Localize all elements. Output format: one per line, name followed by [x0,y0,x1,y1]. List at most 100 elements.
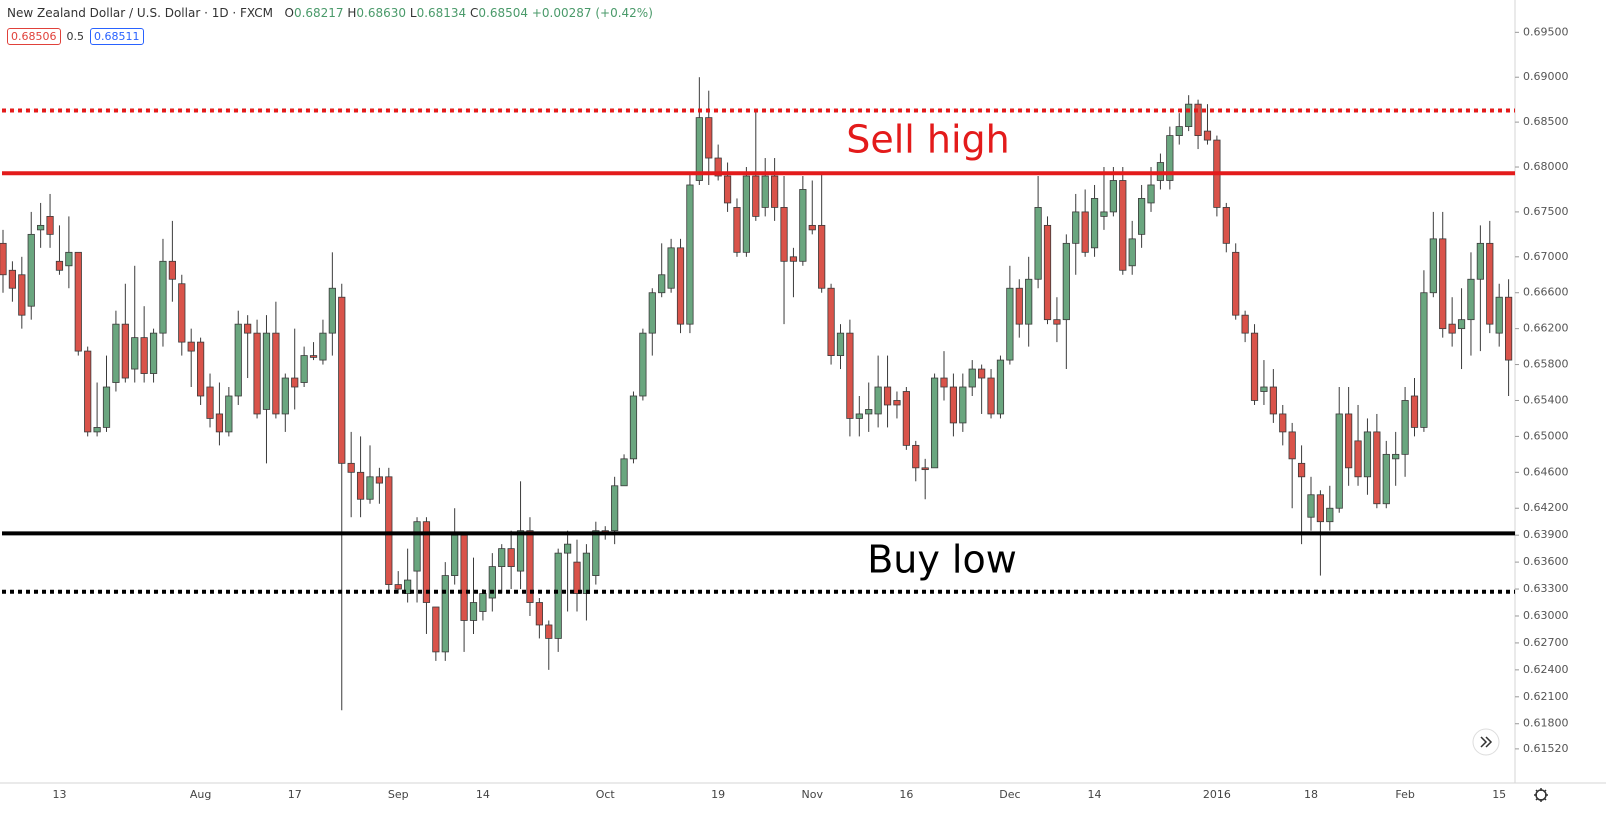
candle-body [1476,242,1484,280]
y-tick-label: 0.66200 [1523,322,1569,335]
candle-body [714,157,722,177]
gear-teeth[interactable] [1534,788,1548,802]
candle-body [620,458,628,487]
candle-body [460,534,468,621]
candle-body [1241,314,1249,334]
candle-body [987,377,995,415]
x-tick-label: 13 [52,788,66,801]
candle-body [1015,287,1023,325]
candle-body [74,251,82,352]
candle-body [1081,211,1089,253]
candle-body [808,224,816,231]
candle-body [1166,135,1174,181]
candle-body [968,368,976,388]
y-tick-label: 0.62700 [1523,636,1569,649]
candle-body [8,269,17,289]
candle-body [1354,440,1362,478]
candle-body [422,521,431,603]
y-tick-label: 0.67000 [1523,250,1569,263]
candle-body [1467,278,1475,321]
candle-body [225,395,233,433]
candle-body [1034,207,1042,280]
candle-body [1307,494,1315,518]
candle-body [611,485,619,532]
candle-body [1335,413,1343,509]
y-tick-label: 0.62400 [1523,663,1569,676]
candle-body [112,323,120,383]
legend-label: H [347,6,357,20]
x-tick-label: 15 [1492,788,1506,801]
candle-body [168,260,176,280]
candle-body [648,292,656,334]
y-tick-label: 0.68500 [1523,115,1569,128]
candle-body [686,184,694,325]
x-tick-label: Dec [999,788,1020,801]
settings-button[interactable] [1534,788,1548,802]
candle-body [347,462,355,473]
legend-label: O [284,6,294,20]
y-tick-label: 0.64600 [1523,465,1569,478]
y-tick-label: 0.61520 [1523,742,1569,755]
candle-body [695,117,703,181]
x-tick-label: 16 [899,788,913,801]
candle-body [1100,211,1108,217]
candle-body [1420,292,1428,428]
candle-body [46,216,54,235]
candle-body [1505,296,1513,361]
candle-body [234,323,242,397]
candle-body [526,530,534,603]
candle-body [1175,126,1183,136]
y-tick-label: 0.65800 [1523,358,1569,371]
x-tick-label: 17 [288,788,302,801]
legend-value: 0.68630 [356,6,407,20]
candle-body [1288,431,1296,460]
y-tick-label: 0.69000 [1523,70,1569,83]
y-tick-label: 0.63600 [1523,555,1569,568]
candle-body [366,476,374,500]
x-tick-label: Sep [388,788,409,801]
candle-body [1410,395,1419,428]
x-tick-label: 19 [711,788,725,801]
legend-change: +0.00287 (+0.42%) [531,6,653,20]
candle-body [883,386,892,406]
candle-body [733,207,741,253]
candle-body [582,552,591,594]
scroll-icon[interactable] [1480,736,1493,748]
candle-body [1269,386,1277,415]
candle-body [102,386,111,428]
scroll-button[interactable] [1472,728,1500,756]
candle-body [356,471,365,500]
candle-body [554,552,562,639]
candle-body [818,224,826,289]
candle-body [1316,494,1324,523]
candle-body [658,274,666,294]
candle-body [253,332,261,415]
legend-label: C [470,6,479,20]
candle-body [940,377,948,388]
y-tick-label: 0.62100 [1523,690,1569,703]
candle-body [93,427,101,433]
candle-body [545,624,553,639]
candle-body [912,444,920,469]
candle-body [705,117,713,159]
candle-body [846,332,854,419]
candle-body [375,476,384,484]
candle-body [206,386,214,419]
candle-body [1373,431,1381,505]
candle-body [921,467,929,471]
x-tick-label: 14 [476,788,490,801]
x-tick-label: Feb [1395,788,1414,801]
candle-body [244,323,252,334]
candle-body [404,579,412,594]
y-tick-label: 0.69500 [1523,25,1569,38]
candle-body [1260,386,1268,392]
legend-value: 0.68134 [416,6,467,20]
legend-value: 0.68504 [478,6,529,20]
candle-body [1138,198,1146,235]
x-tick-label: 2016 [1203,788,1231,801]
candle-body [865,409,873,415]
candle-body [197,341,205,397]
candle-body [949,386,958,424]
